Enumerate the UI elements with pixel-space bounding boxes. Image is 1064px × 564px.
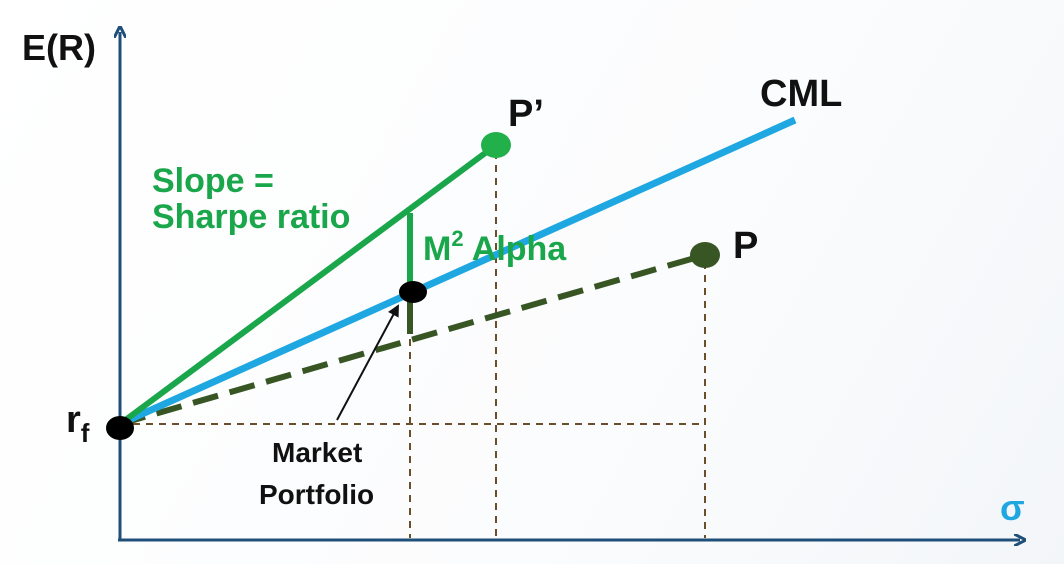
rf-label: rf: [66, 399, 90, 448]
axes: [118, 32, 1020, 540]
portfolio-p-line: [119, 252, 706, 427]
slope-label-line1: Slope =: [152, 162, 274, 200]
cml-label: CML: [760, 73, 842, 115]
m2-alpha-label: M2 Alpha: [423, 226, 567, 268]
market-label-line1: Market: [272, 437, 362, 468]
market-label-line2: Portfolio: [259, 479, 374, 510]
sharpe-ratio-line: [118, 142, 498, 427]
dashed-guides: [120, 152, 706, 538]
y-axis-label: E(R): [22, 27, 96, 68]
market-portfolio-point: [399, 281, 427, 303]
x-axis-label: σ: [1000, 487, 1025, 528]
rf-point: [106, 416, 134, 440]
p-prime-label: P’: [508, 93, 544, 135]
cml-line: [118, 116, 797, 428]
market-pointer-arrow: [336, 304, 399, 421]
p-prime-point: [481, 132, 511, 158]
p-label: P: [733, 225, 758, 267]
slope-label-line2: Sharpe ratio: [152, 198, 350, 236]
p-point: [690, 242, 720, 268]
